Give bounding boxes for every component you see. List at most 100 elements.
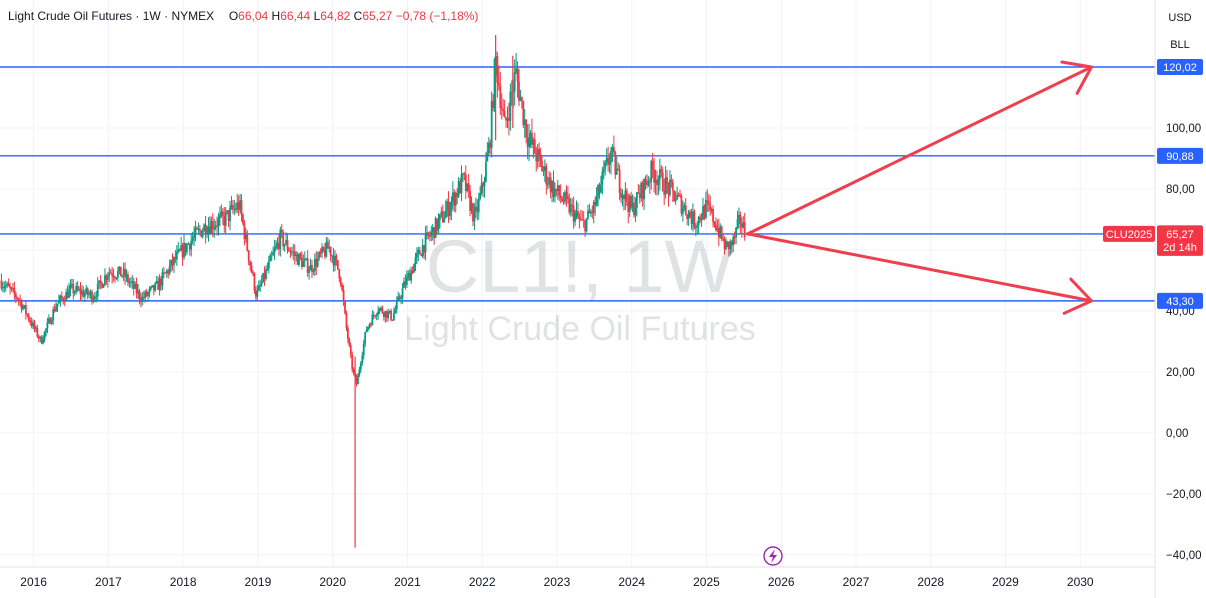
candle-body [168, 266, 171, 274]
candle-body [585, 218, 588, 232]
candle-body [441, 211, 444, 222]
candle-body [681, 208, 684, 214]
candle-body [352, 369, 355, 374]
candle-body [185, 244, 188, 253]
candle-body [273, 248, 276, 253]
projection-arrow-line[interactable] [746, 65, 1093, 236]
candle-body [431, 227, 434, 232]
candle-body [384, 310, 387, 318]
candle-body [17, 299, 20, 301]
candle-body [401, 287, 404, 298]
candle-body [483, 181, 486, 187]
projection-arrow-head[interactable] [1060, 60, 1093, 95]
candle-body [336, 260, 339, 270]
candle-body [733, 236, 736, 238]
candle-body [135, 283, 138, 294]
price-axis[interactable]: 100,00 80,00 40,00 20,00 0,00 −20,00 −40,00 [1166, 123, 1202, 562]
candle-body [410, 270, 413, 281]
candle-body [687, 211, 690, 220]
candle-body [299, 253, 302, 258]
candle-body [556, 185, 559, 192]
y-tick-label: −20,00 [1166, 489, 1202, 501]
candle-body [106, 275, 109, 280]
candle-body [355, 376, 358, 385]
projection-arrow-head[interactable] [1062, 277, 1093, 315]
candle-body [519, 97, 522, 101]
candle-body [1, 287, 4, 289]
candle-body [6, 283, 9, 286]
projection-arrow-line[interactable] [746, 232, 1093, 303]
candle-body [280, 229, 283, 233]
time-axis[interactable]: 2016 2017 2018 2019 2020 2021 2022 2023 2024 2025… [20, 575, 1094, 589]
candle-body [26, 314, 29, 316]
projection-arrows[interactable] [746, 60, 1093, 315]
candle-body [546, 183, 549, 185]
candle-body [661, 172, 664, 191]
candle-body [532, 139, 535, 145]
candle-body [177, 249, 180, 253]
x-tick-label: 2022 [469, 575, 496, 589]
candle-body [457, 181, 460, 197]
candle-body [377, 311, 379, 315]
candle-body [617, 168, 620, 170]
candle-body [276, 242, 279, 246]
interval[interactable]: 1W [142, 9, 161, 23]
candle-body [426, 232, 428, 235]
symbol-name[interactable]: Light Crude Oil Futures [8, 9, 133, 23]
candle-body [474, 206, 477, 211]
candle-body [151, 285, 154, 287]
candle-body [194, 227, 197, 236]
candle-body [324, 250, 326, 257]
candle-body [400, 297, 403, 299]
candle-body [607, 157, 610, 165]
candle-body [296, 254, 299, 265]
candle-body [93, 296, 96, 300]
candle-body [134, 283, 137, 289]
candle-body [265, 269, 267, 279]
candle-body [305, 258, 308, 260]
y-tick-label: 0,00 [1166, 428, 1188, 440]
unit-button[interactable]: BLL [1160, 33, 1200, 57]
candle-body [646, 184, 648, 186]
lightning-icon[interactable] [763, 546, 783, 566]
candle-body [365, 329, 368, 333]
candle-body [653, 170, 656, 183]
x-tick-label: 2029 [992, 575, 1019, 589]
candle-body [249, 261, 252, 266]
candle-body [666, 177, 668, 184]
candle-body [371, 314, 374, 326]
candle-body [404, 281, 407, 285]
candle-body [165, 270, 168, 273]
candle-body [403, 281, 405, 288]
candle-body [732, 236, 735, 246]
candle-body [132, 281, 135, 289]
candle-body [292, 251, 295, 253]
candle-body [533, 139, 536, 154]
candle-body [240, 200, 243, 215]
candle-body [516, 68, 519, 82]
candle-body [611, 147, 614, 151]
x-tick-label: 2020 [319, 575, 346, 589]
currency-button[interactable]: USD [1160, 6, 1200, 30]
candle-body [88, 294, 91, 296]
candle-body [526, 137, 529, 147]
candle-body [608, 162, 611, 165]
candle-body [236, 202, 239, 211]
candle-body [122, 268, 125, 276]
candle-body [30, 322, 33, 326]
candle-body [81, 290, 83, 295]
candle-body [200, 230, 203, 237]
candle-body [20, 300, 23, 310]
candle-body [35, 327, 37, 329]
candle-body [174, 257, 177, 260]
candle-body [170, 259, 172, 267]
candle-body [487, 142, 490, 154]
candle-body [357, 375, 359, 385]
candle-body [654, 179, 657, 183]
candle-body [673, 190, 676, 202]
candle-body [476, 206, 479, 213]
candle-body [704, 200, 707, 218]
candle-body [138, 290, 141, 299]
